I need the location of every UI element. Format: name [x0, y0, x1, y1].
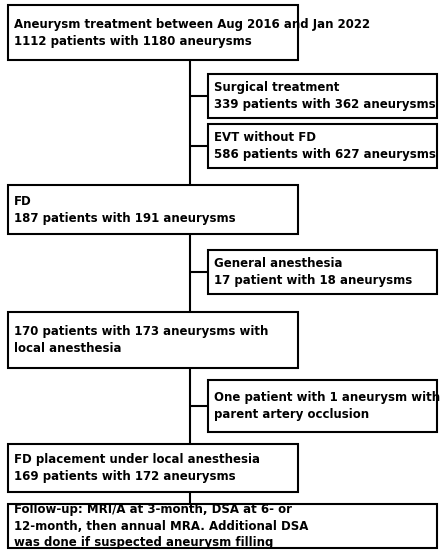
- FancyBboxPatch shape: [208, 124, 437, 168]
- FancyBboxPatch shape: [208, 250, 437, 294]
- Text: Aneurysm treatment between Aug 2016 and Jan 2022
1112 patients with 1180 aneurys: Aneurysm treatment between Aug 2016 and …: [14, 18, 370, 48]
- FancyBboxPatch shape: [8, 444, 298, 492]
- FancyBboxPatch shape: [208, 380, 437, 432]
- FancyBboxPatch shape: [8, 312, 298, 368]
- Text: FD placement under local anesthesia
169 patients with 172 aneurysms: FD placement under local anesthesia 169 …: [14, 453, 260, 483]
- Text: Follow-up: MRI/A at 3-month, DSA at 6- or
12-month, then annual MRA. Additional : Follow-up: MRI/A at 3-month, DSA at 6- o…: [14, 503, 308, 549]
- FancyBboxPatch shape: [8, 504, 437, 548]
- FancyBboxPatch shape: [208, 74, 437, 118]
- Text: One patient with 1 aneurysm with
parent artery occlusion: One patient with 1 aneurysm with parent …: [214, 391, 440, 421]
- Text: EVT without FD
586 patients with 627 aneurysms: EVT without FD 586 patients with 627 ane…: [214, 131, 436, 161]
- Text: General anesthesia
17 patient with 18 aneurysms: General anesthesia 17 patient with 18 an…: [214, 257, 412, 287]
- Text: 170 patients with 173 aneurysms with
local anesthesia: 170 patients with 173 aneurysms with loc…: [14, 325, 268, 355]
- FancyBboxPatch shape: [8, 5, 298, 60]
- Text: Surgical treatment
339 patients with 362 aneurysms: Surgical treatment 339 patients with 362…: [214, 81, 436, 111]
- Text: FD
187 patients with 191 aneurysms: FD 187 patients with 191 aneurysms: [14, 195, 235, 225]
- FancyBboxPatch shape: [8, 185, 298, 234]
